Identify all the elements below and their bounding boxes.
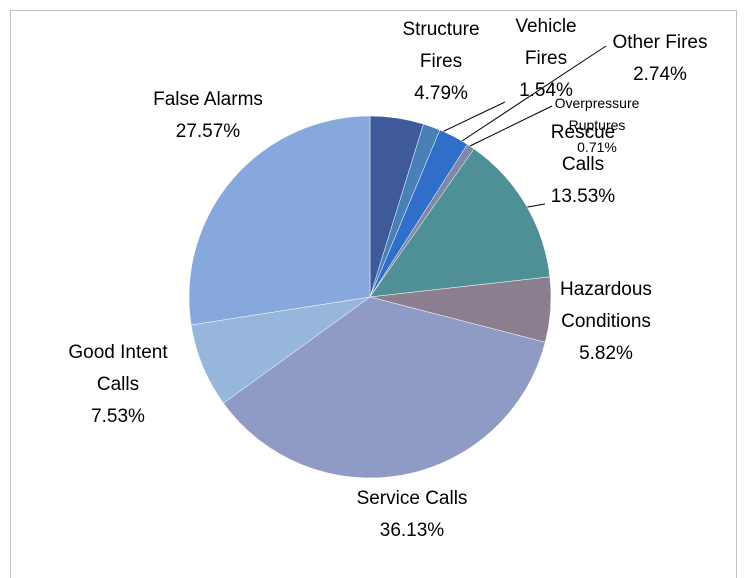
slice-label: Good Intent Calls 7.53% (48, 337, 188, 433)
value-label: 4.79% (414, 83, 468, 104)
category-name: False Alarms (153, 89, 263, 110)
chart-frame (10, 10, 737, 578)
category-name: Overpressure Ruptures (554, 95, 640, 133)
category-name: Hazardous Conditions (560, 279, 652, 332)
slice-label: Other Fires 2.74% (595, 27, 725, 91)
value-label: 5.82% (579, 343, 633, 364)
leader-line (467, 105, 553, 148)
category-name: Other Fires (612, 32, 708, 53)
category-name: Rescue Calls (550, 122, 616, 175)
pie-slice (369, 148, 551, 298)
slice-label: Service Calls 36.13% (352, 483, 472, 547)
pie-slice (188, 115, 371, 326)
value-label: 2.74% (633, 64, 687, 85)
pie-slice (223, 296, 546, 479)
category-name: Vehicle Fires (515, 16, 577, 69)
category-name: Good Intent Calls (68, 342, 168, 395)
category-name: Service Calls (356, 488, 468, 509)
slice-label: Rescue Calls 13.53% (528, 117, 638, 213)
value-label: 1.54% (519, 80, 573, 101)
leader-line (461, 45, 607, 142)
leader-line (439, 101, 506, 134)
slice-label: Vehicle Fires 1.54% (496, 11, 596, 107)
value-label: 0.71% (577, 139, 617, 155)
slice-label: Hazardous Conditions 5.82% (536, 274, 676, 370)
value-label: 36.13% (379, 520, 445, 541)
value-label: 13.53% (550, 186, 616, 207)
value-label: 7.53% (91, 406, 145, 427)
category-name: Structure Fires (402, 19, 480, 72)
slice-label: False Alarms 27.57% (148, 84, 268, 148)
value-label: 27.57% (175, 121, 241, 142)
slice-label: Overpressure Ruptures 0.71% (542, 92, 652, 158)
slice-label: Structure Fires 4.79% (381, 14, 501, 110)
